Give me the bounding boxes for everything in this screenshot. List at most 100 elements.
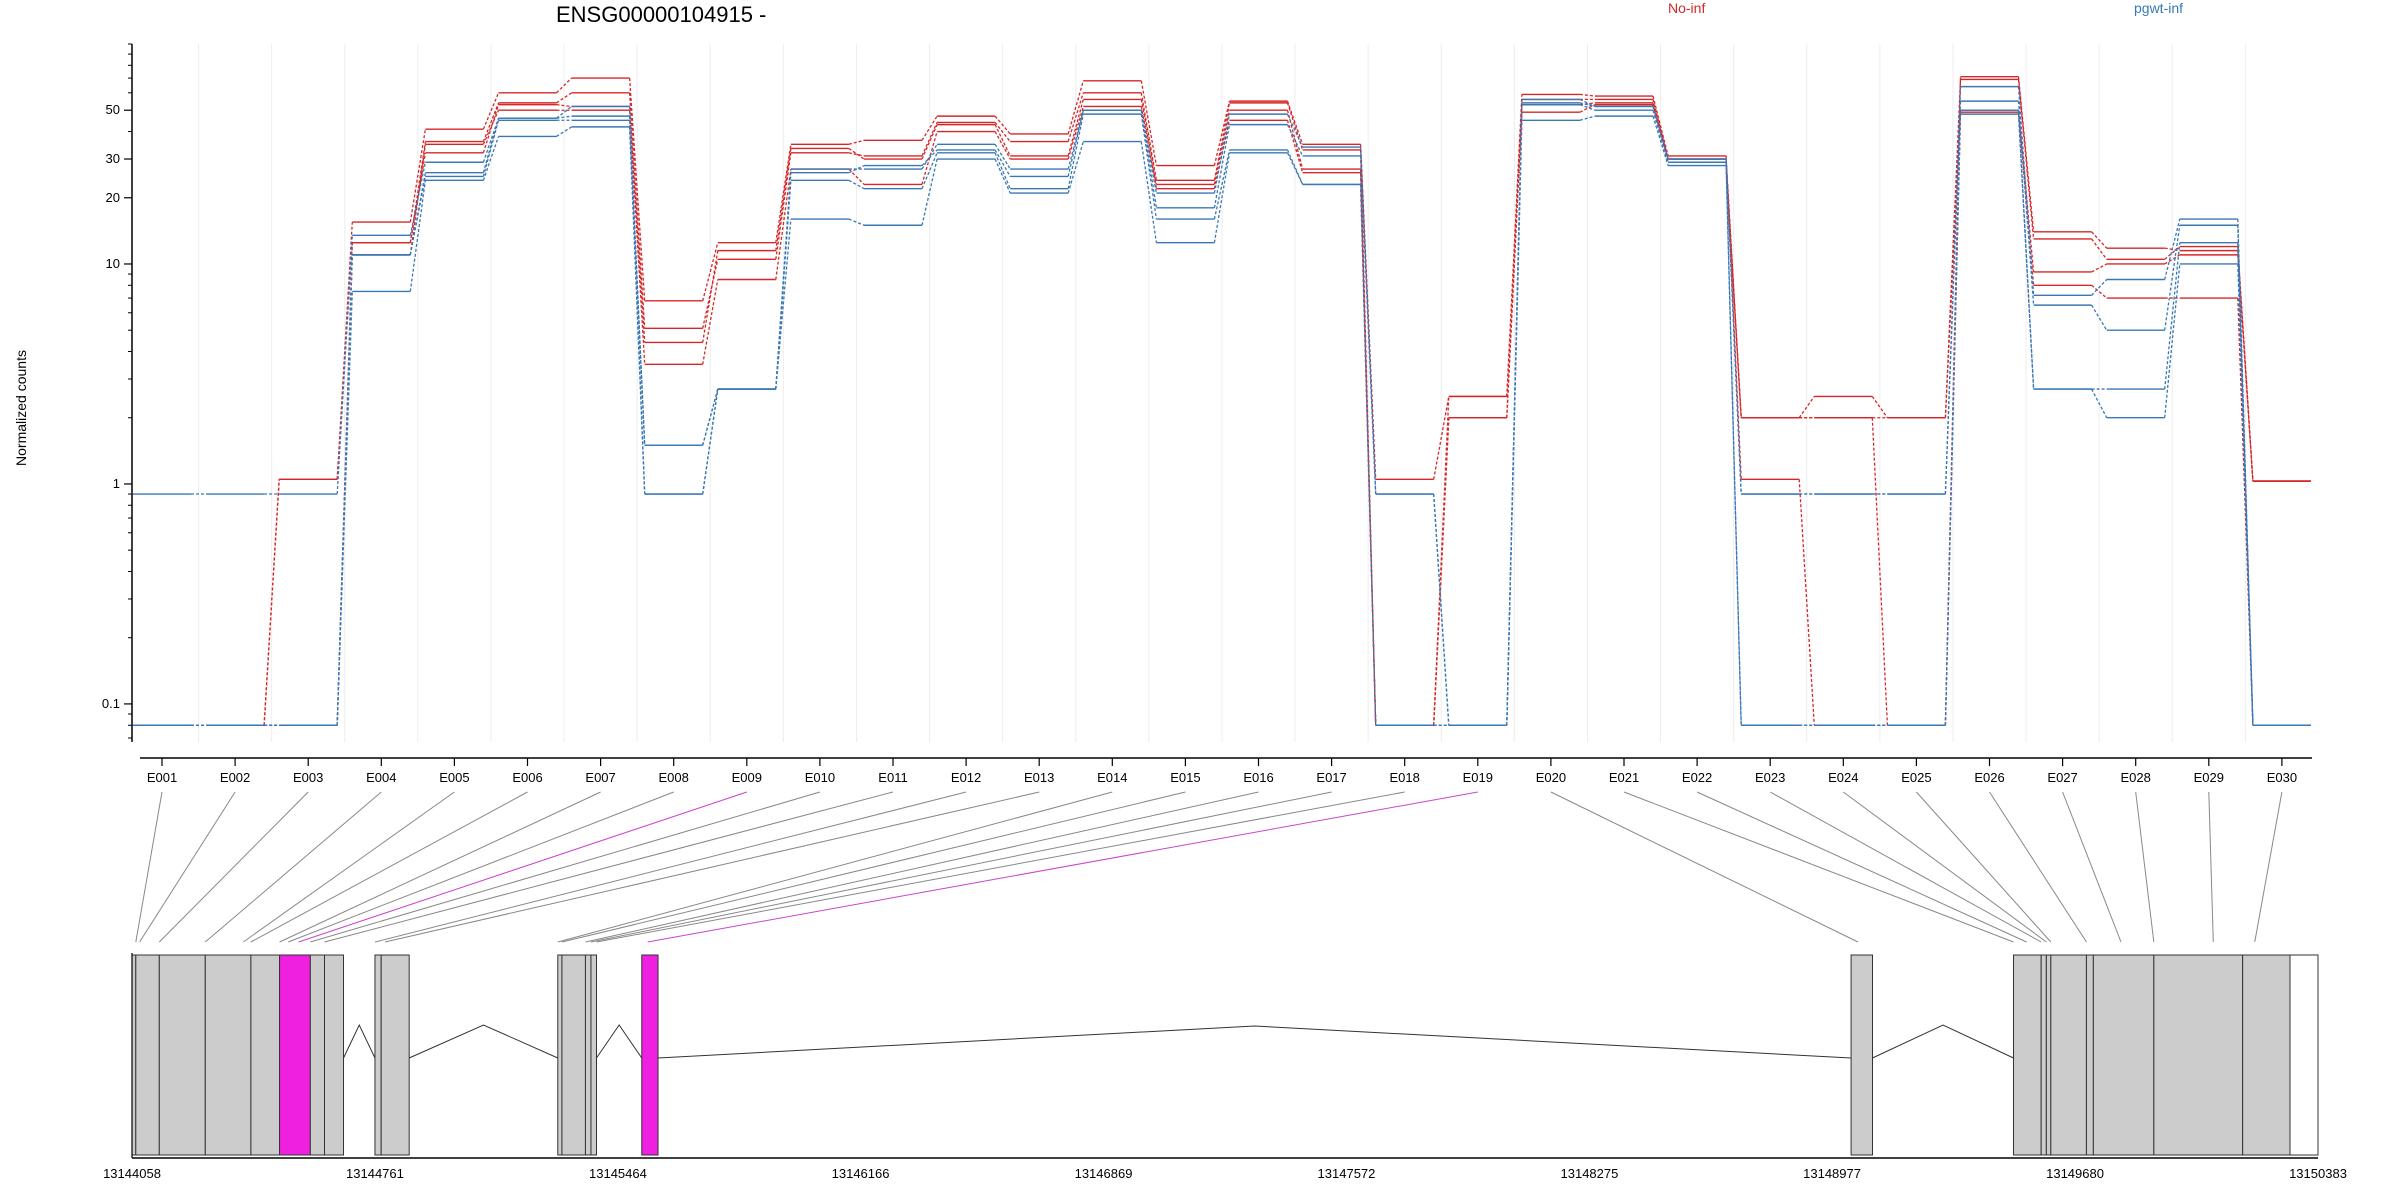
exon-bin <box>590 954 598 1156</box>
genomic-tick-label: 13146869 <box>1075 1166 1133 1181</box>
exon-bin <box>204 954 252 1156</box>
exon-bin <box>324 954 345 1156</box>
exon-bin <box>250 954 281 1156</box>
exon-link-E002 <box>139 791 236 943</box>
exon-bin <box>309 954 326 1156</box>
series-connector <box>263 479 280 726</box>
series-connector <box>1871 396 1888 419</box>
exon-link-E012 <box>374 791 967 943</box>
series-connector <box>628 110 646 365</box>
series-connector <box>336 235 353 495</box>
intron-line <box>657 1025 1852 1059</box>
series-connector <box>2017 101 2035 306</box>
series-connector <box>702 250 719 343</box>
exon-bin <box>2085 954 2094 1156</box>
x-tick-label: E002 <box>220 770 250 785</box>
series-connector <box>628 92 646 329</box>
series-connector <box>921 152 938 189</box>
series-connector <box>1944 114 1962 726</box>
series-connector <box>775 148 792 251</box>
series-connector <box>994 152 1011 189</box>
series-connector <box>1725 162 1742 726</box>
series-connector <box>775 219 792 390</box>
series-connector <box>702 259 719 329</box>
series-connector <box>1140 106 1158 189</box>
x-tick-label: E006 <box>512 770 542 785</box>
y-tick-label: 10 <box>106 256 120 271</box>
x-tick-label: E018 <box>1390 770 1420 785</box>
series-connector <box>2017 114 2035 390</box>
series-connector <box>1213 102 1231 181</box>
series-connector <box>921 124 938 160</box>
intron-line <box>408 1024 558 1059</box>
exon-bin <box>557 954 563 1156</box>
series-connector <box>1725 155 1742 480</box>
series-connector <box>1213 110 1231 185</box>
series-connector <box>2091 388 2108 419</box>
series-connector <box>2091 231 2108 249</box>
series-connector <box>1579 93 1596 97</box>
x-tick-label: E028 <box>2121 770 2151 785</box>
series-connector <box>409 176 427 255</box>
series-connector <box>1359 155 1377 495</box>
series-connector <box>921 149 938 167</box>
genomic-axis: 13144058 13144761 13145464 13146166 13146869… <box>103 953 2347 1181</box>
series-connector <box>1286 149 1304 185</box>
y-axis-label: Normalized counts <box>13 350 29 466</box>
y-axis: 0.1 1 10 20 30 50 <box>102 43 133 742</box>
series-connector <box>628 106 646 343</box>
x-tick-label: E008 <box>659 770 689 785</box>
series-connector <box>994 122 1011 143</box>
exon-link-E027 <box>2062 791 2122 943</box>
series-connector <box>1067 110 1084 177</box>
exon-bin <box>380 954 410 1156</box>
series-connector <box>1359 147 1377 495</box>
series-connector <box>2164 218 2181 280</box>
series-connector <box>994 115 1011 135</box>
genomic-tick-label: 13146166 <box>832 1166 890 1181</box>
series-connector <box>1579 115 1596 121</box>
series-connector <box>1579 104 1596 111</box>
series-connector <box>409 129 427 223</box>
series-connector <box>1286 113 1304 148</box>
exon-link-E019 <box>647 791 1478 943</box>
series-connector <box>1871 417 1889 726</box>
x-tick-label: E007 <box>585 770 615 785</box>
x-tick-label: E027 <box>2047 770 2077 785</box>
exon-link-E009 <box>298 791 747 943</box>
legend-no-inf: No-inf <box>1668 0 1705 16</box>
genomic-tick-label: 13144761 <box>346 1166 404 1181</box>
exon-link-E003 <box>158 791 309 943</box>
genomic-tick-label: 13147572 <box>1318 1166 1376 1181</box>
exon-link-E010 <box>310 791 821 943</box>
series-connector <box>1433 417 1450 726</box>
series-connector <box>482 92 500 130</box>
exon-link-E020 <box>1550 791 1859 943</box>
exon-bin <box>2092 954 2155 1156</box>
x-tick-label: E029 <box>2194 770 2224 785</box>
x-tick-label: E005 <box>439 770 469 785</box>
series-connector <box>556 104 572 108</box>
series-connector <box>1213 113 1231 194</box>
genomic-tick-label: 13150383 <box>2289 1166 2347 1181</box>
series-connector <box>1798 479 1815 726</box>
x-tick-label: E026 <box>1974 770 2004 785</box>
series-connector <box>1286 152 1304 185</box>
series-connector <box>848 179 865 190</box>
series-connector <box>1213 152 1231 243</box>
series-connector <box>848 152 865 157</box>
x-tick-label: E010 <box>805 770 835 785</box>
exon-bin <box>584 954 592 1156</box>
exon-bin-highlight <box>279 954 311 1156</box>
series-connector <box>1652 110 1669 163</box>
x-tick-label: E015 <box>1170 770 1200 785</box>
exon-link-E025 <box>1916 791 2052 943</box>
y-tick-label: 0.1 <box>102 696 120 711</box>
exon-bin <box>561 954 586 1156</box>
x-tick-label: E025 <box>1901 770 1931 785</box>
series-connector <box>775 168 792 280</box>
x-tick-label: E021 <box>1609 770 1639 785</box>
exon-bin <box>1850 954 1874 1156</box>
exon-link-E004 <box>204 791 382 943</box>
